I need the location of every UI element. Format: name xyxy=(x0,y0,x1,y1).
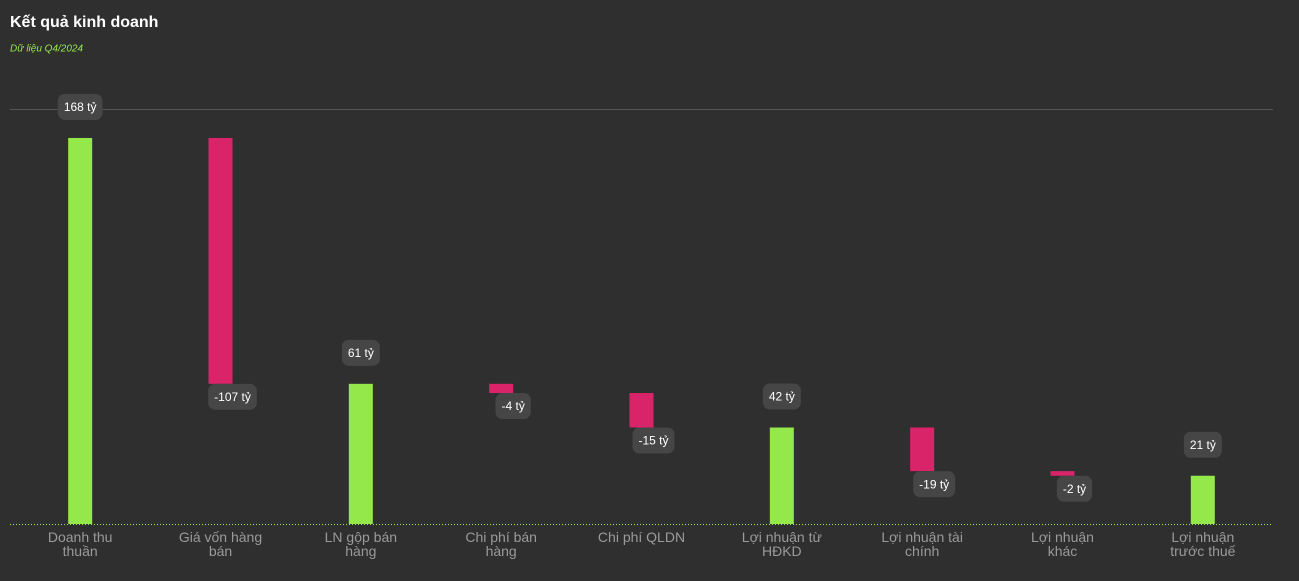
x-tick-label: LN gộp bán hàng xyxy=(324,529,398,559)
bar xyxy=(1050,471,1075,476)
value-label: -19 tỷ xyxy=(919,477,949,491)
chart-title: Kết quả kinh doanh xyxy=(10,14,158,31)
value-label: -2 tỷ xyxy=(1063,482,1086,496)
bar xyxy=(489,383,514,394)
bar xyxy=(1190,475,1215,524)
x-tick-label: Chi phí QLDN xyxy=(597,529,686,545)
x-tick-label: Lợi nhuận trước thuế xyxy=(1170,529,1236,559)
value-label-bg xyxy=(57,93,103,120)
value-label-bg xyxy=(762,383,801,410)
x-tick-label: Chi phí bán hàng xyxy=(465,529,537,559)
value-label: 61 tỷ xyxy=(348,346,374,360)
x-tick-label: Lợi nhuận từ HĐKD xyxy=(741,529,822,559)
value-label-bg xyxy=(913,471,956,498)
value-label-bg xyxy=(208,383,257,410)
value-label: 168 tỷ xyxy=(64,100,97,114)
value-label-bg xyxy=(495,393,531,420)
bar xyxy=(348,383,373,524)
value-label: -15 tỷ xyxy=(638,434,668,448)
x-tick-label: Giá vốn hàng bán xyxy=(178,529,263,559)
x-tick-label: Doanh thu thuần xyxy=(47,529,113,559)
bar xyxy=(769,427,794,524)
bar xyxy=(208,137,233,384)
bar xyxy=(629,393,654,428)
value-label-bg xyxy=(1056,475,1093,502)
bar xyxy=(910,427,935,472)
value-label-bg xyxy=(632,427,675,454)
value-label: -107 tỷ xyxy=(214,390,251,404)
value-label: 21 tỷ xyxy=(1190,438,1216,452)
chart-subtitle: Dữ liệu Q4/2024 xyxy=(10,44,83,55)
x-tick-label: Lợi nhuận khác xyxy=(1031,529,1094,559)
value-label: 42 tỷ xyxy=(769,390,795,404)
bar xyxy=(68,137,93,524)
value-label: -4 tỷ xyxy=(501,399,524,413)
value-label-bg xyxy=(1183,431,1222,458)
x-tick-label: Lợi nhuận tài chính xyxy=(881,529,963,559)
value-label-bg xyxy=(341,339,380,366)
